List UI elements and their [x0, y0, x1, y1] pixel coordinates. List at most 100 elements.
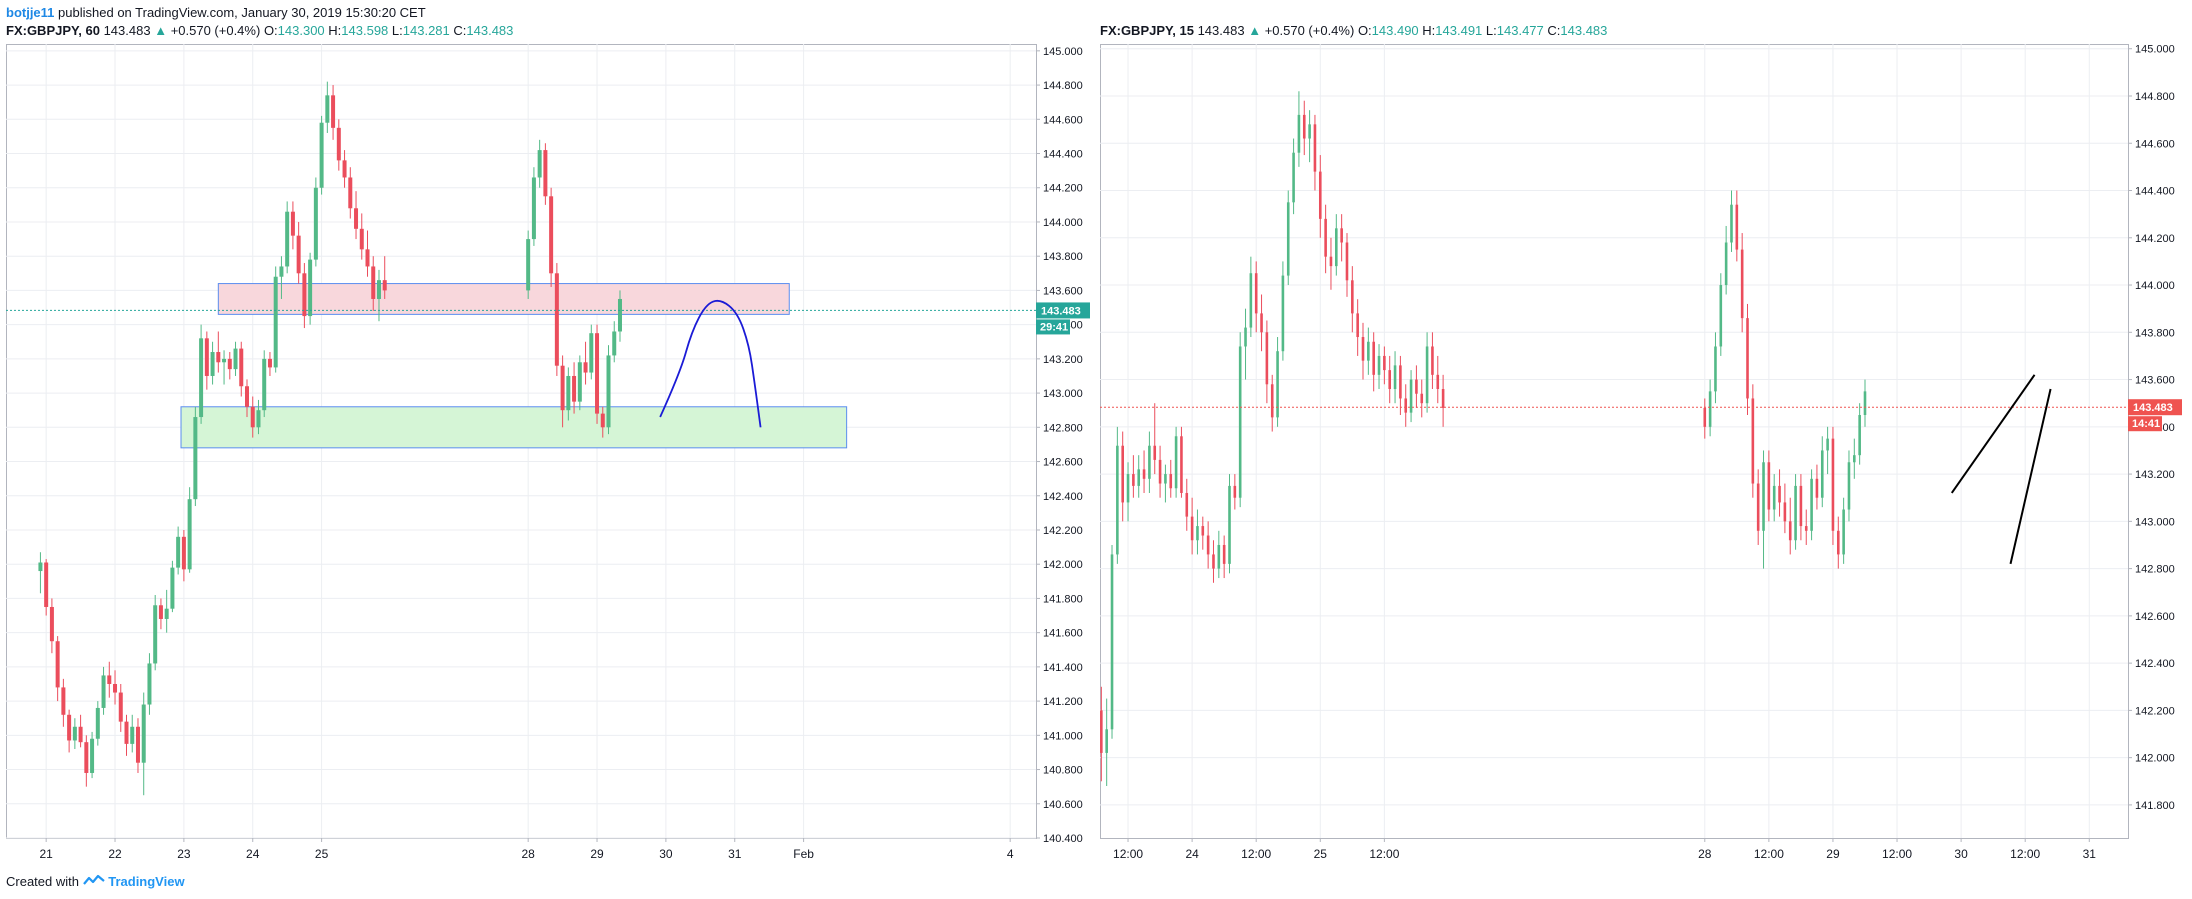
candle-down [1260, 294, 1263, 352]
y-tick-label: 141.600 [1043, 628, 1083, 640]
x-tick-label: 22 [108, 847, 122, 861]
candle-down [1799, 474, 1803, 541]
candle-down [1185, 478, 1189, 531]
candle-up [262, 350, 267, 418]
candle-body [1420, 393, 1424, 404]
candles [38, 81, 622, 796]
tradingview-logo-icon[interactable] [82, 874, 105, 893]
symbol-label: FX:GBPJPY, 60 [6, 23, 100, 38]
candle-down [124, 714, 129, 756]
candle-up [1858, 403, 1861, 465]
x-tick-label: 29 [590, 847, 604, 861]
candle-body [1228, 485, 1231, 564]
y-tick-label: 142.800 [2135, 564, 2175, 576]
candle-body [38, 562, 43, 572]
candle-body [1212, 554, 1215, 569]
chart-panel-15m[interactable]: 145.000 144.800 144.600 144.400 144.200 144.0… [1100, 44, 2186, 866]
candle-body [222, 358, 227, 363]
candle-body [1206, 535, 1210, 555]
candle-body [273, 276, 278, 368]
candle-down [267, 352, 272, 376]
candle-up [1249, 256, 1253, 338]
candle-down [348, 167, 353, 219]
candle-body [382, 280, 387, 291]
symbol-label: FX:GBPJPY, 15 [1100, 23, 1194, 38]
candle-body [560, 365, 565, 411]
x-tick-label: 28 [521, 847, 535, 861]
y-tick-label: 140.400 [1043, 833, 1083, 845]
candle-body [1313, 124, 1317, 172]
publish-header: botjje11 published on TradingView.com, J… [6, 4, 426, 22]
candle-down [1345, 233, 1349, 297]
candle-body [153, 605, 158, 664]
candle-body [554, 273, 559, 366]
candle-body [1778, 485, 1781, 503]
candle-down [1836, 516, 1840, 569]
candle-down [1788, 497, 1792, 555]
candle-down [560, 355, 565, 428]
candle-body [1105, 729, 1108, 753]
candle-down [1340, 214, 1343, 262]
chart-panel-60m[interactable]: 145.000 144.800 144.600 144.400 144.200 144.0… [6, 44, 1094, 866]
candle-down [61, 678, 66, 727]
tradingview-brand[interactable]: TradingView [108, 874, 185, 889]
candle-down [1756, 469, 1760, 545]
legend-right: FX:GBPJPY, 15 143.483 ▲ +0.570 (+0.4%) O… [1100, 22, 1607, 40]
candle-body [583, 362, 588, 373]
candle-body [1724, 242, 1728, 286]
last-price: 143.483 [1197, 23, 1245, 38]
candle-up [222, 350, 227, 385]
created-with-text: Created with [6, 874, 79, 889]
candle-body [84, 742, 89, 773]
candle-body [1335, 228, 1338, 267]
candle-up [273, 266, 278, 373]
candle-down [1436, 355, 1440, 404]
candle-body [606, 355, 611, 428]
candle-down [1190, 497, 1194, 555]
y-tick-label: 141.400 [1043, 662, 1083, 674]
candle-down [1388, 355, 1392, 404]
candle-up [1164, 464, 1167, 503]
candle-body [1201, 526, 1205, 536]
candle-body [290, 211, 295, 236]
candle-down [1815, 464, 1819, 510]
candle-down [84, 735, 89, 787]
x-tick-label: 25 [315, 847, 329, 861]
y-tick-label: 141.800 [1043, 593, 1083, 605]
candle-down [1703, 398, 1707, 439]
up-arrow-icon: ▲ [154, 23, 168, 38]
candle-body [1345, 242, 1349, 281]
candle-body [1132, 474, 1135, 486]
candle-down [1201, 516, 1205, 550]
candle-up [1708, 379, 1712, 437]
candle-up [256, 399, 261, 435]
candle-body [371, 266, 376, 299]
candle-up [1367, 327, 1370, 375]
candle-down [1121, 431, 1124, 522]
y-tick-label: 144.200 [2135, 233, 2175, 245]
low-value: 143.281 [402, 23, 450, 38]
author-link[interactable]: botjje11 [6, 5, 55, 20]
y-tick-label: 143.600 [1043, 285, 1083, 297]
candle-down [216, 331, 221, 373]
candle-down [1783, 483, 1787, 534]
candle-down [1831, 426, 1835, 545]
candle-down [371, 256, 376, 311]
high-value: 143.598 [341, 23, 389, 38]
candle-up [1847, 450, 1851, 522]
candle-body [1164, 474, 1167, 484]
y-tick-label: 145.000 [2135, 44, 2175, 56]
candle-body [1703, 407, 1707, 427]
candle-down [113, 670, 118, 705]
last-price: 143.483 [103, 23, 151, 38]
close-label: C: [1547, 23, 1561, 38]
candle-body [595, 333, 600, 414]
candle-down [1372, 332, 1375, 392]
candle-body [1740, 249, 1744, 319]
candle-body [285, 211, 290, 267]
candle-down [1441, 374, 1445, 427]
candle-up [1409, 370, 1413, 423]
candle-body [1441, 389, 1445, 408]
candle-up [1244, 308, 1247, 380]
x-tick-label: 31 [728, 847, 742, 861]
